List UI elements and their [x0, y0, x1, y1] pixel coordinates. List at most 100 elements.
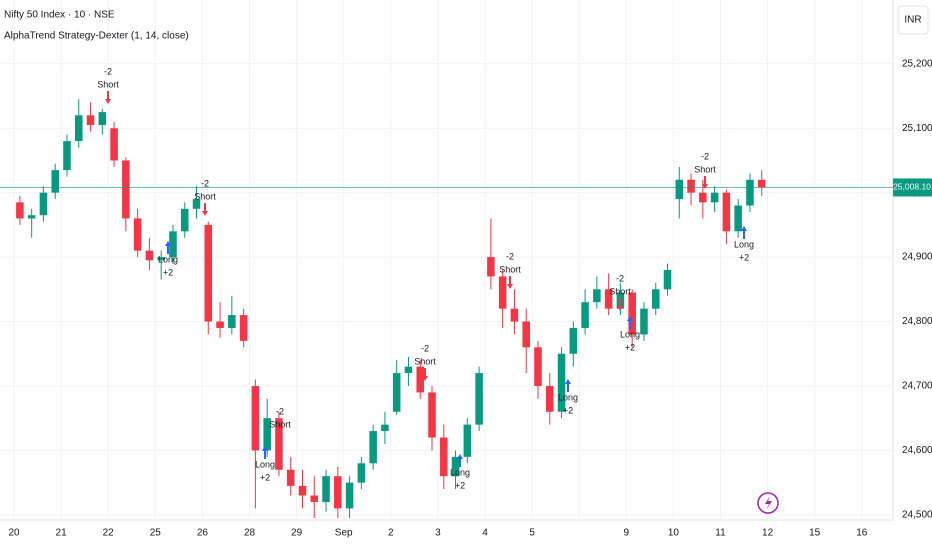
candle-body [381, 424, 389, 432]
candle-body [16, 202, 24, 219]
candle-body [569, 327, 578, 354]
signal-arrow [457, 454, 463, 467]
y-tick-label: 24,500.00 [902, 509, 932, 520]
signal-side: Short [694, 164, 716, 174]
signal-qty: -2 [616, 273, 624, 283]
candle-body [734, 205, 742, 232]
candle-body [239, 315, 248, 341]
candle-body [310, 495, 319, 502]
x-tick-label: 10 [668, 528, 680, 539]
x-tick-label: 15 [809, 528, 821, 539]
signal-qty: +2 [163, 267, 173, 277]
candle-body [51, 170, 59, 193]
signal-arrow [262, 446, 268, 459]
signal-qty: +2 [739, 252, 749, 262]
candle-body [487, 257, 495, 277]
signal-side: Long [734, 239, 754, 249]
candle-body [475, 373, 483, 425]
candle-body [557, 353, 566, 412]
candle-body [204, 224, 213, 322]
candle-body [722, 192, 731, 232]
signal-arrow [702, 176, 708, 189]
candle-body [110, 128, 118, 161]
candle-body [216, 321, 224, 328]
x-tick-label: 25 [150, 528, 162, 539]
y-tick-label: 24,600.00 [902, 445, 932, 456]
candle-body [593, 289, 601, 303]
signal-arrow [627, 316, 633, 329]
candle-body [39, 192, 48, 216]
signal-arrow [741, 226, 747, 239]
signal-arrow [165, 241, 171, 254]
candle-body [451, 456, 460, 477]
candle-body [510, 308, 519, 322]
chart-title: Nifty 50 Index · 10 · NSE [4, 10, 115, 21]
indicator-label: AlphaTrend Strategy-Dexter (1, 14, close… [4, 31, 189, 42]
candle-body [322, 476, 330, 502]
y-tick-label: 25,100.00 [902, 123, 932, 134]
currency-button[interactable] [897, 5, 929, 35]
candle-body [122, 160, 130, 219]
candle-body [522, 321, 530, 348]
x-tick-label: Sep [335, 528, 353, 539]
candle-body [251, 385, 260, 451]
candle-body [687, 179, 695, 193]
signal-qty: +2 [625, 342, 635, 352]
signal-qty: -2 [701, 151, 709, 161]
x-tick-label: 9 [624, 528, 630, 539]
candle-body [133, 218, 142, 251]
candle-body [498, 276, 507, 309]
candle-body [663, 269, 672, 290]
candle-body [228, 315, 236, 328]
signal-qty: -2 [276, 406, 284, 416]
candle-body [86, 115, 95, 126]
signal-arrow [507, 276, 513, 289]
candle-body [628, 292, 636, 335]
y-tick-label: 24,900.00 [902, 252, 932, 263]
signal-arrow [565, 379, 571, 392]
candle-body [275, 418, 283, 470]
signal-qty: -2 [104, 66, 112, 76]
candle-body [145, 250, 154, 261]
signal-arrow [277, 431, 283, 444]
candle-body [263, 418, 271, 451]
candle-body [192, 199, 201, 209]
signal-qty: +2 [563, 405, 573, 415]
candle-body [757, 179, 766, 188]
signal-side: Long [558, 392, 578, 402]
candle-body [440, 437, 448, 477]
last-price-box [893, 178, 932, 197]
x-tick-label: 2 [388, 528, 394, 539]
candle-body [651, 289, 660, 309]
signal-qty: +2 [260, 472, 270, 482]
candle-body [63, 141, 71, 171]
y-tick-label: 24,800.00 [902, 316, 932, 327]
candle-body [746, 179, 754, 206]
candle-body [369, 431, 377, 464]
x-tick-label: 28 [244, 528, 256, 539]
signal-side: Long [255, 459, 275, 469]
currency-label[interactable]: INR [904, 15, 921, 26]
x-tick-label: 11 [715, 528, 726, 539]
signal-arrow [617, 298, 623, 311]
signal-side: Short [97, 79, 119, 89]
signal-side: Short [609, 286, 631, 296]
candle-body [675, 179, 684, 200]
signal-side: Long [158, 254, 178, 264]
signal-side: Long [450, 467, 470, 477]
signal-side: Short [269, 419, 291, 429]
grid [0, 0, 893, 520]
signal-arrow [105, 91, 111, 104]
candle-body [334, 476, 342, 509]
x-tick-label: 4 [482, 528, 488, 539]
signal-qty: -2 [506, 251, 514, 261]
candle-body [98, 112, 107, 126]
signal-qty: -2 [201, 178, 209, 188]
candle-body [534, 347, 542, 386]
x-tick-label: 5 [529, 528, 535, 539]
candle-body [74, 115, 83, 142]
candle-body [345, 482, 354, 509]
candle-body [298, 485, 307, 496]
candle-body [416, 366, 425, 393]
